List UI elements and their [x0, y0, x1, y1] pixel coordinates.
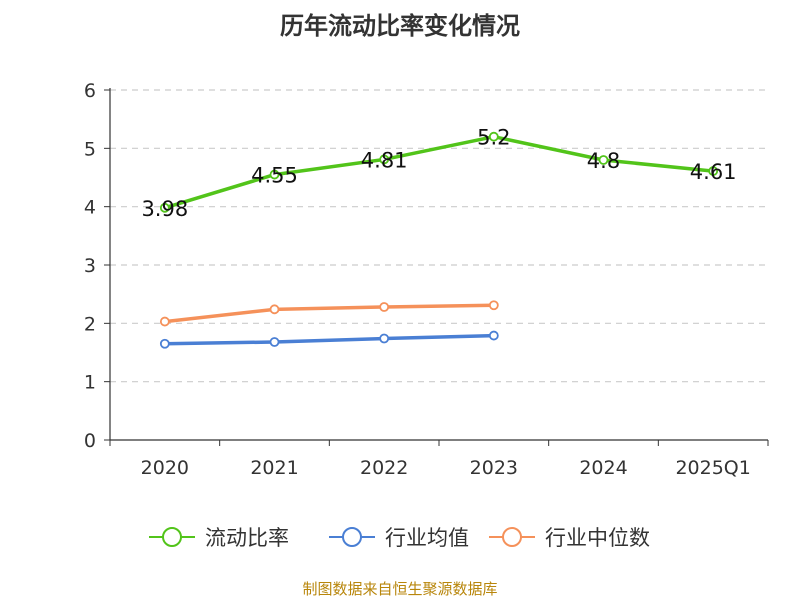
- series-line: [164, 303, 494, 324]
- legend-swatch-marker: [162, 527, 182, 547]
- x-tick-label: 2022: [360, 457, 408, 479]
- data-point: [159, 202, 170, 213]
- legend-label: 行业均值: [385, 526, 469, 550]
- data-point: [269, 304, 280, 315]
- data-label: 4.55: [251, 164, 298, 188]
- y-tick-label: 5: [84, 138, 96, 160]
- data-point: [488, 330, 499, 341]
- legend-label: 流动比率: [205, 526, 289, 550]
- data-label: 4.61: [690, 160, 737, 184]
- legend-label: 行业中位数: [545, 526, 650, 550]
- x-tick-label: 2025Q1: [675, 457, 750, 479]
- data-label: 4.81: [361, 148, 408, 172]
- data-point: [159, 338, 170, 349]
- series-line: [164, 333, 494, 346]
- data-label: 5.2: [477, 126, 510, 150]
- data-point: [379, 302, 390, 312]
- chart-title: 历年流动比率变化情况: [280, 12, 520, 40]
- y-tick-label: 6: [84, 80, 96, 102]
- x-tick-label: 2023: [470, 457, 518, 479]
- data-point: [379, 333, 390, 344]
- y-tick-label: 0: [84, 430, 96, 452]
- y-tick-label: 1: [84, 372, 96, 394]
- y-tick-label: 3: [84, 255, 96, 277]
- data-label: 4.8: [587, 149, 620, 173]
- data-point: [379, 154, 390, 165]
- data-point: [269, 169, 280, 180]
- data-label: 3.98: [141, 197, 188, 221]
- source-note: 制图数据来自恒生聚源数据库: [302, 580, 498, 598]
- data-point: [598, 155, 609, 165]
- data-point: [269, 337, 280, 347]
- data-point: [488, 131, 499, 142]
- legend-swatch-marker: [502, 527, 522, 547]
- y-tick-label: 2: [84, 313, 96, 335]
- x-tick-label: 2024: [579, 457, 627, 479]
- data-point: [488, 300, 499, 311]
- data-point: [159, 316, 170, 327]
- data-point: [708, 166, 719, 176]
- series-line: [164, 134, 714, 210]
- x-tick-label: 2021: [250, 457, 298, 479]
- y-tick-label: 4: [84, 197, 96, 219]
- x-tick-label: 2020: [141, 457, 189, 479]
- legend-swatch-marker: [342, 527, 362, 547]
